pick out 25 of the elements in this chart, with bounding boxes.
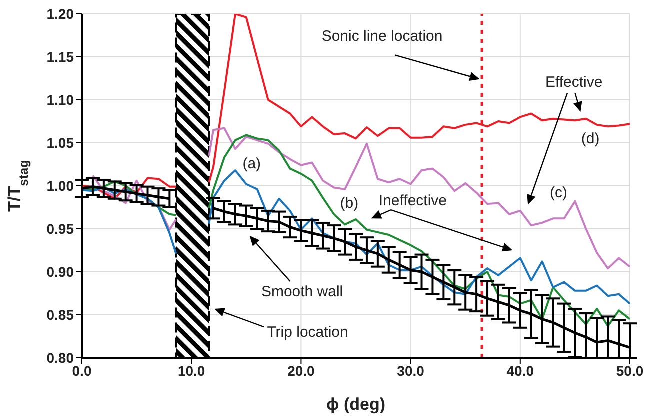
annotation: Sonic line location	[322, 28, 443, 46]
annotation: (a)	[242, 155, 262, 172]
annotation: Effective	[545, 74, 603, 91]
y-tick-label: 0.80	[46, 350, 74, 366]
annotation: Ineffective	[378, 192, 448, 210]
y-tick-label: 0.90	[46, 264, 74, 280]
annotation: Smooth wall	[261, 284, 344, 301]
annotation: Trip location	[267, 324, 348, 342]
y-tick-label: 0.85	[46, 306, 74, 323]
y-tick-label: 1.20	[46, 6, 74, 22]
y-tick-label: 1.10	[46, 92, 74, 108]
x-tick-label: 20.0	[288, 362, 316, 379]
y-tick-label: 0.95	[46, 220, 74, 237]
annotation: (b)	[340, 195, 359, 212]
annotation: (d)	[581, 130, 600, 148]
x-axis-title: ϕ (deg)	[326, 395, 386, 414]
x-tick-label: 0.0	[72, 362, 92, 379]
annotation: (c)	[550, 184, 568, 202]
y-tick-label: 1.05	[46, 134, 74, 151]
x-tick-label: 40.0	[506, 362, 534, 379]
x-tick-label: 50.0	[616, 362, 644, 379]
y-tick-label: 1.15	[46, 48, 74, 65]
y-tick-label: 1.00	[46, 178, 74, 194]
x-tick-label: 30.0	[397, 362, 425, 379]
x-tick-label: 10.0	[178, 362, 206, 379]
